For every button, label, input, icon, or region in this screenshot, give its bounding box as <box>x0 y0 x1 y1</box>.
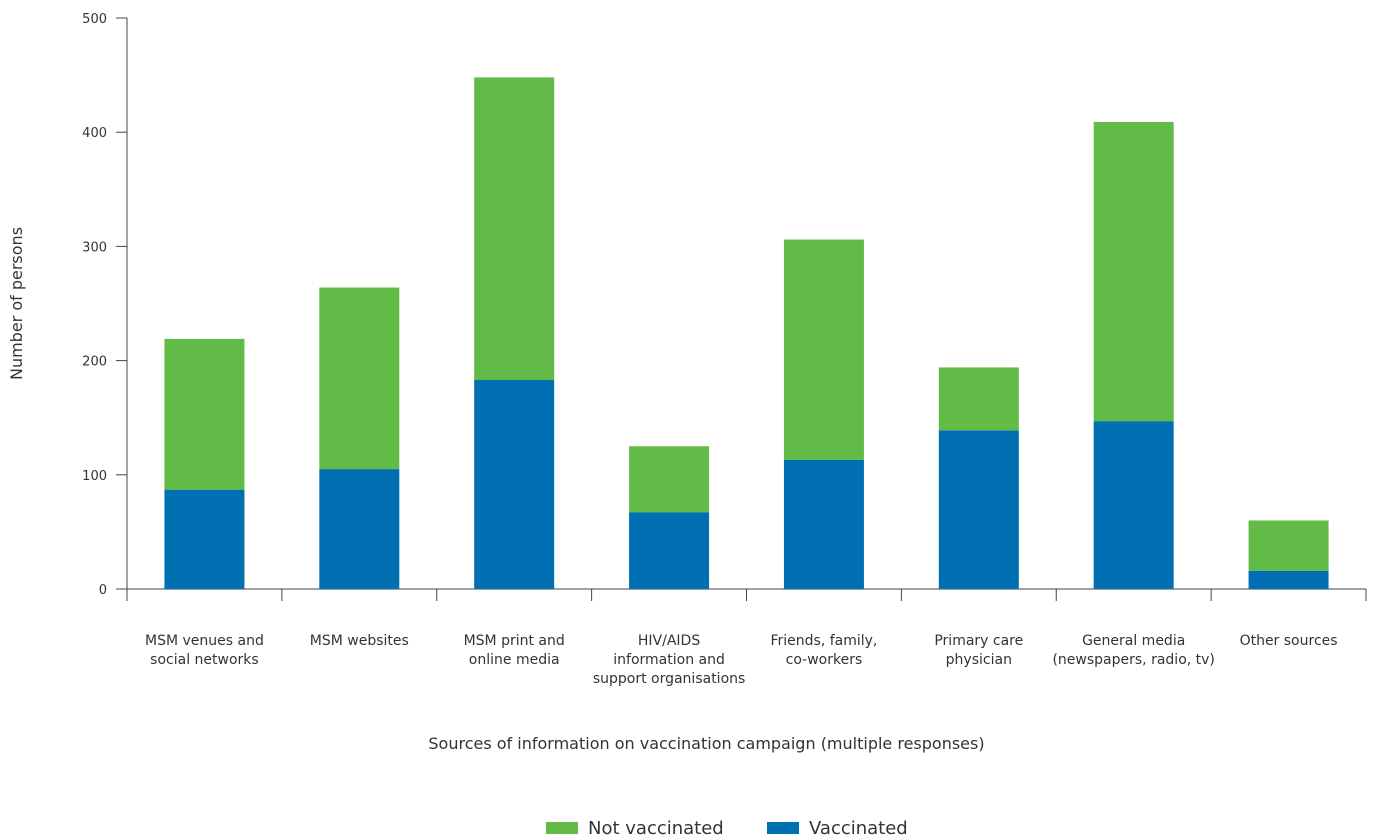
bar-not-vaccinated <box>164 338 245 490</box>
y-tick-label: 100 <box>82 469 107 484</box>
y-tick-label: 300 <box>82 240 107 255</box>
x-tick-label: MSM print and online media <box>464 633 565 668</box>
x-tick-label: Primary care physician <box>934 633 1023 668</box>
legend-label: Vaccinated <box>809 818 908 836</box>
y-axis-title: Number of persons <box>7 227 26 380</box>
x-tick-label: Other sources <box>1240 633 1338 649</box>
x-axis-title: Sources of information on vaccination ca… <box>428 734 984 753</box>
x-tick-label-line: (newspapers, radio, tv) <box>1052 652 1214 668</box>
x-tick-label: MSM websites <box>310 633 409 649</box>
x-tick-label-line: HIV/AIDS <box>638 633 700 649</box>
x-tick-label-line: MSM websites <box>310 633 409 649</box>
x-axis <box>126 588 1367 601</box>
x-tick-label: HIV/AIDS information and support organisat… <box>593 633 746 687</box>
y-tick-label: 0 <box>99 583 107 598</box>
x-tick-label-line: Other sources <box>1240 633 1338 649</box>
bar-not-vaccinated <box>938 367 1019 431</box>
x-tick-label-line: Friends, family, <box>770 633 877 649</box>
legend-swatch-not-vaccinated <box>546 822 578 834</box>
legend-label: Not vaccinated <box>588 818 724 836</box>
x-tick-label-line: co-workers <box>786 652 863 668</box>
bar-not-vaccinated <box>319 287 400 470</box>
x-tick-label-line: MSM print and <box>464 633 565 649</box>
x-tick-label-line: MSM venues and <box>145 633 264 649</box>
bar-vaccinated <box>783 459 864 589</box>
x-tick-label-line: physician <box>946 652 1012 668</box>
legend: Not vaccinated Vaccinated <box>546 818 908 839</box>
legend-swatch-vaccinated <box>767 822 799 834</box>
bar-vaccinated <box>319 469 400 589</box>
x-tick-label-line: information and <box>613 652 725 668</box>
category-labels: MSM venues and social networks MSM website… <box>145 633 1338 687</box>
x-tick-label: Friends, family, co-workers <box>770 633 877 668</box>
y-tick-label: 400 <box>82 126 107 141</box>
x-tick-label-line: General media <box>1082 633 1185 649</box>
x-tick-label: MSM venues and social networks <box>145 633 264 668</box>
x-tick-label-line: Primary care <box>934 633 1023 649</box>
bar-vaccinated <box>1248 570 1329 589</box>
bar-vaccinated <box>474 380 555 589</box>
x-tick-label: General media (newspapers, radio, tv) <box>1052 633 1214 668</box>
bar-vaccinated <box>938 430 1019 589</box>
bar-vaccinated <box>164 489 245 589</box>
bar-not-vaccinated <box>629 446 710 513</box>
bar-not-vaccinated <box>1093 121 1174 422</box>
bar-vaccinated <box>1093 421 1174 589</box>
y-tick-label: 500 <box>82 12 107 27</box>
bar-vaccinated <box>629 512 710 589</box>
bar-not-vaccinated <box>474 77 555 381</box>
bars <box>164 77 1329 589</box>
x-tick-label-line: social networks <box>150 652 259 668</box>
x-tick-label-line: support organisations <box>593 671 746 687</box>
y-tick-label: 200 <box>82 355 107 370</box>
bar-not-vaccinated <box>783 239 864 460</box>
y-axis: 0 100 200 300 400 500 <box>82 12 128 598</box>
bar-not-vaccinated <box>1248 520 1329 571</box>
x-tick-label-line: online media <box>469 652 560 668</box>
